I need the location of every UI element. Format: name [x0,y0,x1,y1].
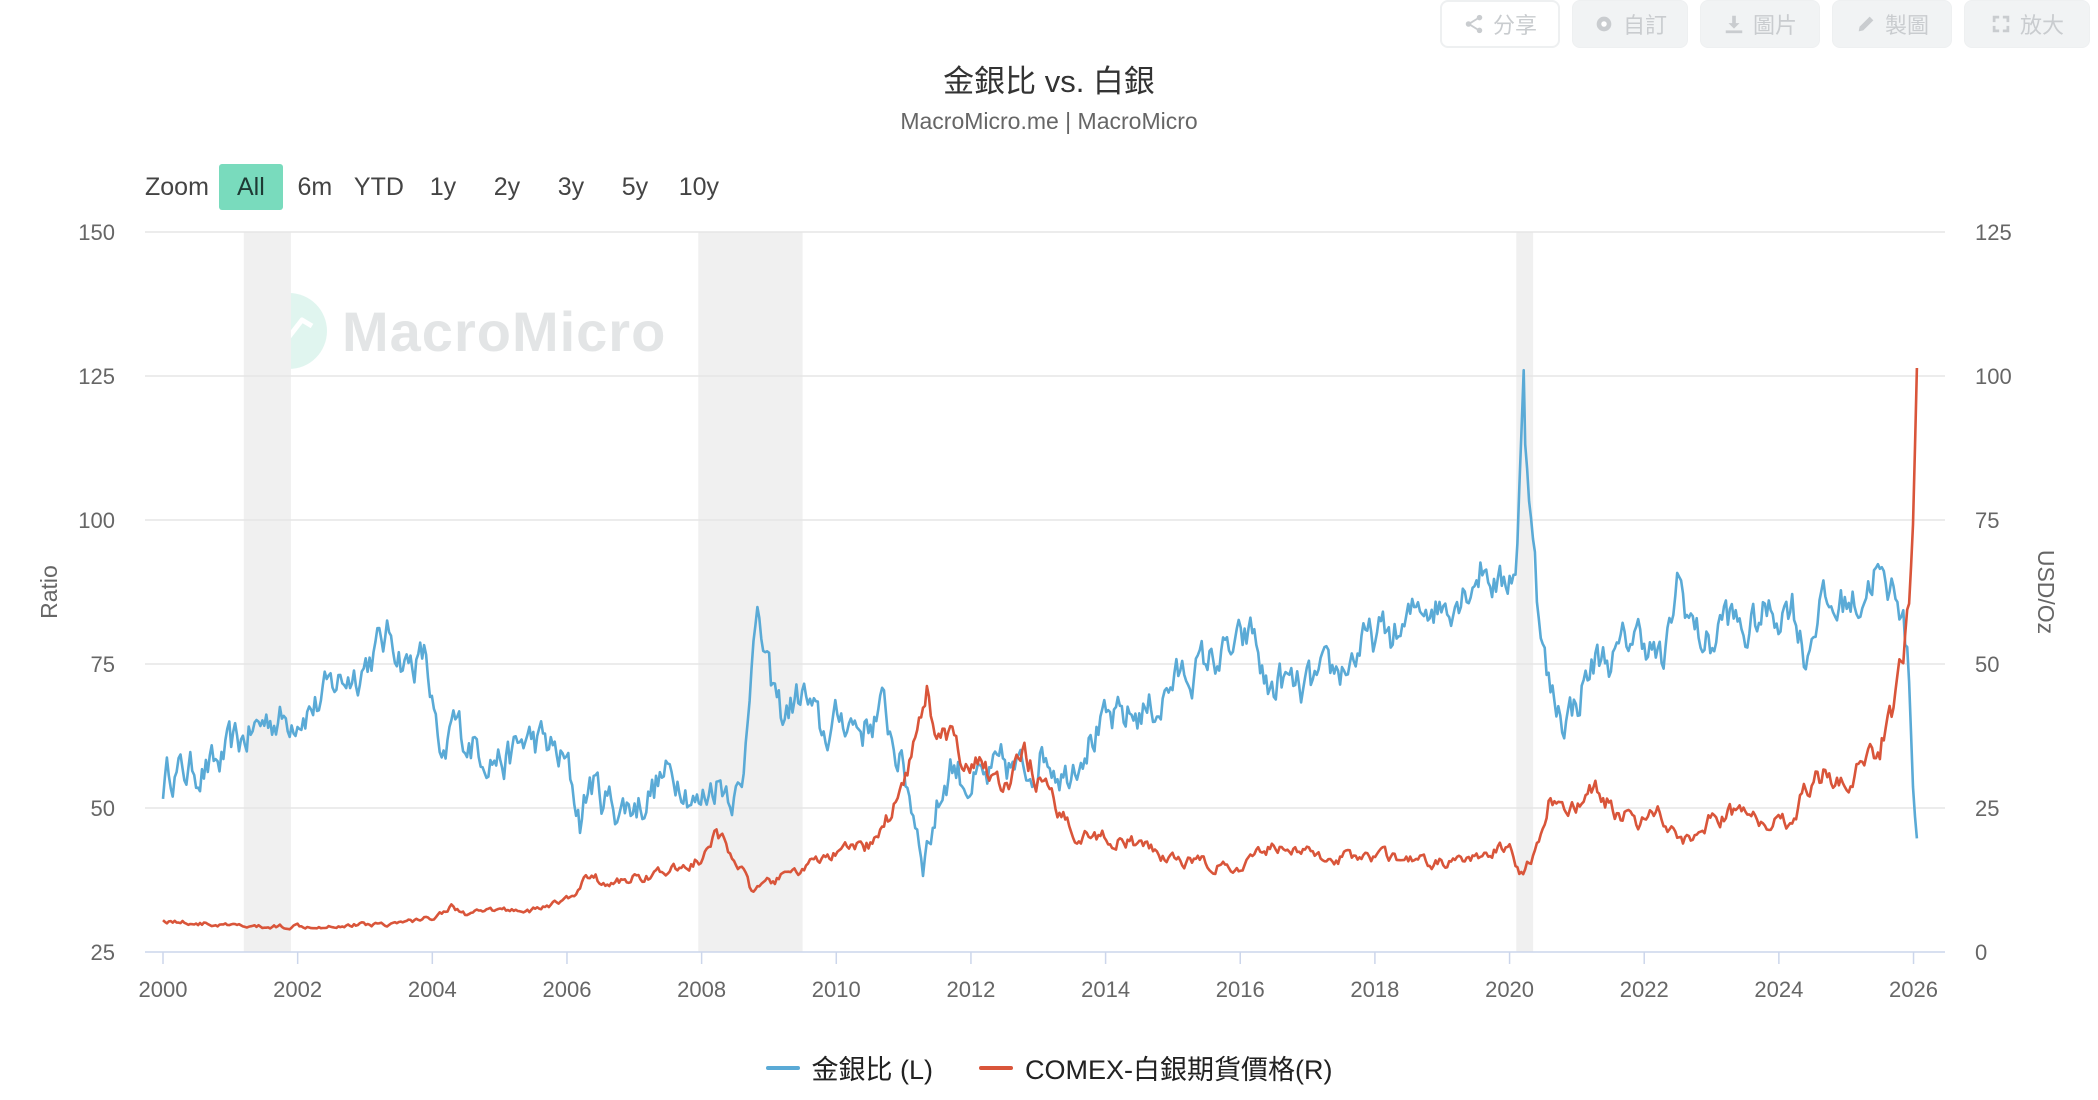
x-tick-label: 2000 [139,977,188,1002]
zoom-label: Zoom [145,172,209,201]
legend-label: COMEX-白銀期貨價格(R) [1025,1055,1333,1085]
customize-button[interactable]: 自訂 [1572,0,1688,48]
x-tick-label: 2014 [1081,977,1130,1002]
y-right-tick: 75 [1975,508,1999,533]
zoom-10y-button[interactable]: 10y [678,172,720,201]
series-line-silver-price [162,367,1919,931]
y-right-axis-title: USD/Oz [2033,550,2059,634]
y-left-axis-title: Ratio [36,565,62,619]
watermark: MacroMicro [250,292,666,370]
y-left-tick: 125 [78,364,115,389]
legend-item-silver-futures[interactable]: COMEX-白銀期貨價格(R) [979,1048,1332,1087]
x-tick-label: 2016 [1216,977,1265,1002]
x-tick-label: 2024 [1754,977,1803,1002]
x-tick-label: 2010 [812,977,861,1002]
gear-icon [1593,13,1615,35]
y-right-tick: 100 [1975,364,2012,389]
y-left-tick: 100 [78,508,115,533]
toolbar-label: 分享 [1492,13,1537,38]
chart-toolbar: 分享 自訂 圖片 製圖 放大 [1440,0,2090,48]
legend-swatch-blue [765,1065,800,1070]
expand-icon [1990,13,2012,35]
series-line-gold-silver-ratio [161,368,1919,878]
enlarge-button[interactable]: 放大 [1964,0,2090,48]
y-left-tick: 50 [91,796,115,821]
x-tick-label: 2002 [273,977,322,1002]
x-tick-label: 2020 [1485,977,1534,1002]
zoom-bar: Zoom All 6m YTD 1y 2y 3y 5y 10y [145,164,731,210]
x-tick-label: 2004 [408,977,457,1002]
toolbar-label: 製圖 [1884,13,1929,38]
x-tick-label: 2018 [1350,977,1399,1002]
chart-subtitle: MacroMicro.me | MacroMicro [900,108,1198,134]
x-tick-label: 2026 [1889,977,1938,1002]
pencil-icon [1855,13,1877,35]
legend: 金銀比 (L) COMEX-白銀期貨價格(R) [0,1048,2098,1087]
zoom-6m-button[interactable]: 6m [297,172,333,201]
zoom-3y-button[interactable]: 3y [557,172,585,201]
x-tick-label: 2008 [677,977,726,1002]
legend-label: 金銀比 (L) [811,1055,934,1085]
recession-band [243,232,291,952]
chart-title: 金銀比 vs. 白銀 [943,64,1155,99]
toolbar-label: 放大 [2019,13,2064,38]
zoom-5y-button[interactable]: 5y [621,172,649,201]
y-left-tick: 150 [78,220,115,245]
recession-band [1516,232,1534,952]
zoom-1y-button[interactable]: 1y [429,172,457,201]
watermark-text: MacroMicro [342,299,667,363]
y-right-tick: 50 [1975,652,1999,677]
image-button[interactable]: 圖片 [1700,0,1820,48]
zoom-ytd-button[interactable]: YTD [353,172,404,201]
zoom-all-button[interactable]: All [218,164,283,210]
y-right-tick: 0 [1975,940,1987,965]
y-right-tick: 125 [1975,220,2012,245]
toolbar-label: 自訂 [1622,13,1667,38]
download-icon [1723,13,1745,35]
legend-swatch-red [979,1065,1013,1070]
share-icon [1463,13,1485,35]
draw-button[interactable]: 製圖 [1832,0,1952,48]
y-left-tick: 25 [91,940,115,965]
legend-item-gold-silver-ratio[interactable]: 金銀比 (L) [765,1048,934,1087]
y-left-tick: 75 [91,652,115,677]
toolbar-label: 圖片 [1752,13,1797,38]
zoom-2y-button[interactable]: 2y [493,172,521,201]
x-tick-label: 2012 [946,977,995,1002]
share-button[interactable]: 分享 [1440,0,1560,48]
recession-band [698,232,803,952]
y-right-tick: 25 [1975,796,1999,821]
x-tick-label: 2022 [1620,977,1669,1002]
x-tick-label: 2006 [542,977,591,1002]
